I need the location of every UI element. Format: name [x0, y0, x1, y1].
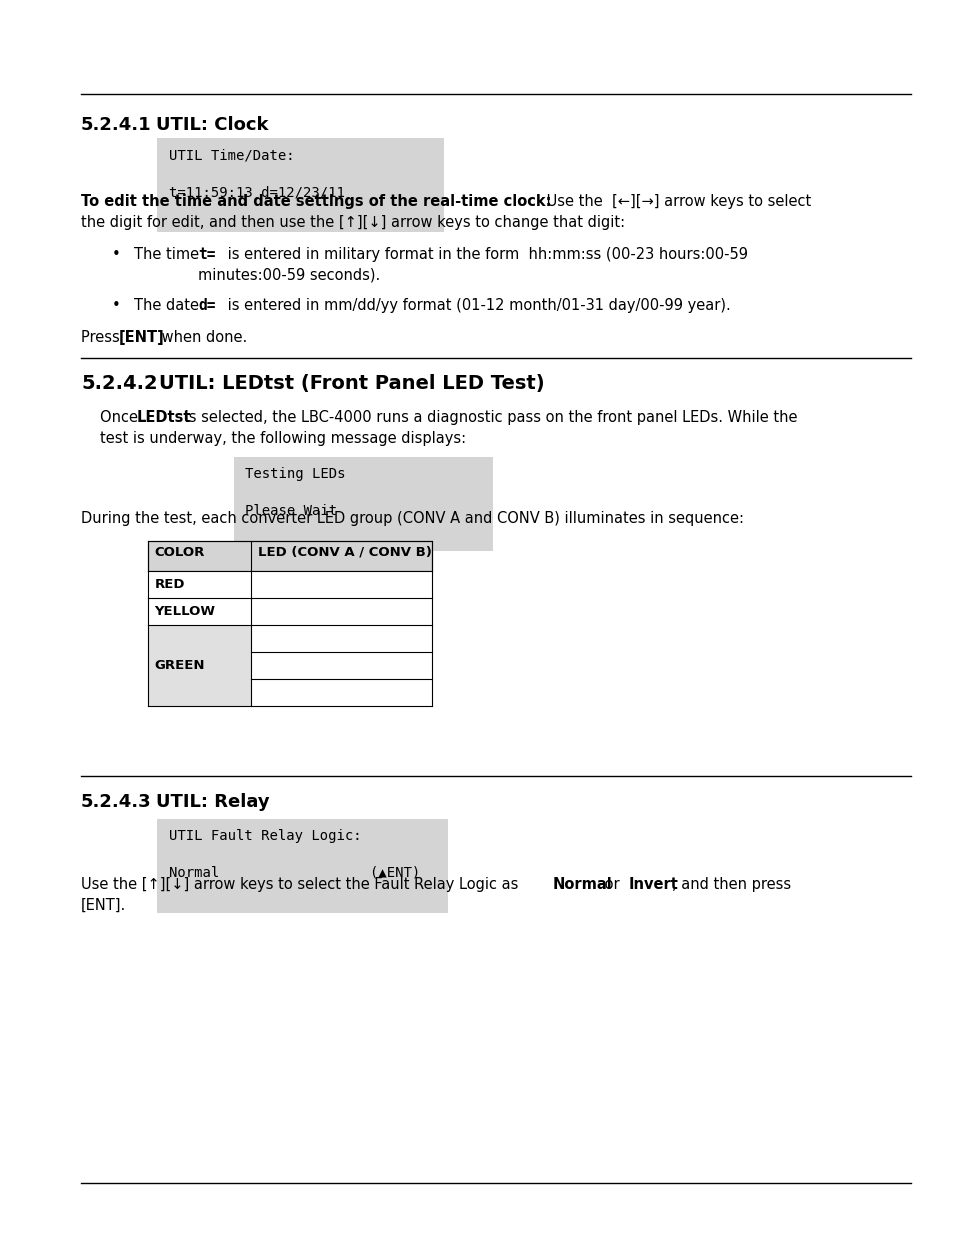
Text: 5.2.4.1: 5.2.4.1 — [81, 116, 152, 135]
FancyBboxPatch shape — [148, 598, 251, 625]
Text: The date: The date — [133, 298, 203, 312]
Text: LED (CONV A / CONV B): LED (CONV A / CONV B) — [257, 546, 431, 559]
Text: UTIL Fault Relay Logic:: UTIL Fault Relay Logic: — [169, 829, 361, 842]
Text: Testing LEDs: Testing LEDs — [245, 467, 345, 480]
Text: is entered in military format in the form  hh:mm:ss (00-23 hours:00-59: is entered in military format in the for… — [223, 247, 747, 262]
Text: •: • — [112, 298, 120, 312]
Text: minutes:00-59 seconds).: minutes:00-59 seconds). — [198, 268, 380, 283]
Text: , and then press: , and then press — [671, 877, 790, 892]
Text: 5.2.4.3: 5.2.4.3 — [81, 793, 152, 811]
Text: Use the [↑][↓] arrow keys to select the Fault Relay Logic as: Use the [↑][↓] arrow keys to select the … — [81, 877, 522, 892]
Text: LEDtst: LEDtst — [136, 410, 191, 425]
Text: The time: The time — [133, 247, 203, 262]
Text: d=: d= — [198, 298, 215, 312]
FancyBboxPatch shape — [157, 819, 448, 913]
Text: Invert: Invert — [628, 877, 678, 892]
Text: RED: RED — [154, 578, 185, 590]
Text: or: or — [599, 877, 623, 892]
Text: Use the  [←][→] arrow keys to select: Use the [←][→] arrow keys to select — [541, 194, 810, 209]
FancyBboxPatch shape — [148, 625, 251, 706]
Text: Normal: Normal — [552, 877, 612, 892]
Text: is selected, the LBC-4000 runs a diagnostic pass on the front panel LEDs. While : is selected, the LBC-4000 runs a diagnos… — [180, 410, 797, 425]
Text: GREEN: GREEN — [154, 659, 205, 672]
Text: •: • — [112, 247, 120, 262]
Text: UTIL Time/Date:: UTIL Time/Date: — [169, 148, 294, 162]
Text: Once: Once — [100, 410, 143, 425]
FancyBboxPatch shape — [251, 625, 432, 706]
Text: During the test, each converter LED group (CONV A and CONV B) illuminates in seq: During the test, each converter LED grou… — [81, 511, 743, 526]
FancyBboxPatch shape — [148, 571, 251, 598]
Text: test is underway, the following message displays:: test is underway, the following message … — [100, 431, 466, 446]
FancyBboxPatch shape — [157, 138, 443, 232]
Text: is entered in mm/dd/yy format (01-12 month/01-31 day/00-99 year).: is entered in mm/dd/yy format (01-12 mon… — [223, 298, 730, 312]
Text: Normal                  (▲ENT): Normal (▲ENT) — [169, 866, 419, 879]
Text: Press: Press — [81, 330, 124, 345]
FancyBboxPatch shape — [233, 457, 493, 551]
Text: YELLOW: YELLOW — [154, 605, 215, 618]
Text: t=: t= — [198, 247, 215, 262]
Text: COLOR: COLOR — [154, 546, 205, 559]
Text: UTIL: LEDtst (Front Panel LED Test): UTIL: LEDtst (Front Panel LED Test) — [159, 374, 544, 393]
Text: t=11:59:13 d=12/23/11: t=11:59:13 d=12/23/11 — [169, 185, 344, 199]
FancyBboxPatch shape — [251, 598, 432, 625]
Text: Please Wait: Please Wait — [245, 504, 337, 517]
FancyBboxPatch shape — [251, 571, 432, 598]
Text: To edit the time and date settings of the real-time clock:: To edit the time and date settings of th… — [81, 194, 551, 209]
Text: UTIL: Clock: UTIL: Clock — [155, 116, 268, 135]
Text: when done.: when done. — [157, 330, 248, 345]
Text: [ENT].: [ENT]. — [81, 898, 126, 913]
Text: 5.2.4.2: 5.2.4.2 — [81, 374, 157, 393]
FancyBboxPatch shape — [148, 541, 432, 571]
Text: [ENT]: [ENT] — [119, 330, 165, 345]
Text: UTIL: Relay: UTIL: Relay — [155, 793, 269, 811]
Text: the digit for edit, and then use the [↑][↓] arrow keys to change that digit:: the digit for edit, and then use the [↑]… — [81, 215, 624, 230]
